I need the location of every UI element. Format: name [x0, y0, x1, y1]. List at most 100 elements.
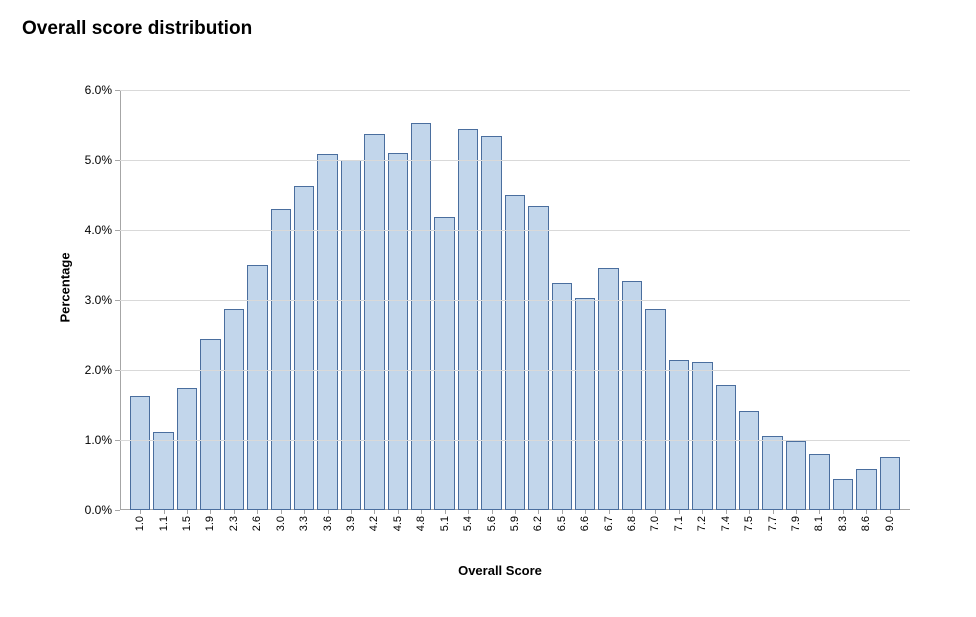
x-tick-cell: 9.0	[880, 514, 900, 558]
x-axis-label: Overall Score	[60, 563, 940, 578]
x-tick-cell: 7.2	[692, 514, 712, 558]
x-tick-cell: 1.1	[153, 514, 173, 558]
bar	[692, 362, 712, 510]
bar	[434, 217, 454, 510]
x-tick-cell: 6.7	[598, 514, 618, 558]
bar	[341, 160, 361, 510]
x-tick-cell: 6.8	[622, 514, 642, 558]
x-tick-cell: 1.5	[177, 514, 197, 558]
bar	[598, 268, 618, 510]
x-tick	[866, 510, 867, 514]
x-tick	[374, 510, 375, 514]
x-labels-container: 1.01.11.51.92.32.63.03.33.63.94.24.54.85…	[130, 514, 900, 558]
x-tick-cell: 4.8	[411, 514, 431, 558]
x-tick	[398, 510, 399, 514]
plot-area: 0.0%1.0%2.0%3.0%4.0%5.0%6.0%	[120, 90, 910, 510]
y-tick	[115, 370, 120, 371]
x-tick-label: 5.1	[439, 516, 451, 531]
x-tick-label: 7.9	[790, 516, 802, 531]
bar	[505, 195, 525, 510]
x-tick	[679, 510, 680, 514]
x-tick-label: 8.1	[813, 516, 825, 531]
y-tick-label: 1.0%	[85, 433, 112, 447]
x-tick-label: 4.2	[368, 516, 380, 531]
grid-line	[120, 90, 910, 91]
x-tick-cell: 6.2	[528, 514, 548, 558]
bar	[271, 209, 291, 510]
x-tick-label: 4.8	[415, 516, 427, 531]
x-tick	[328, 510, 329, 514]
x-tick	[187, 510, 188, 514]
x-tick-label: 5.9	[509, 516, 521, 531]
x-tick-cell: 5.9	[505, 514, 525, 558]
bar	[669, 360, 689, 510]
x-tick	[515, 510, 516, 514]
x-tick	[140, 510, 141, 514]
x-tick	[655, 510, 656, 514]
x-tick-label: 6.6	[579, 516, 591, 531]
x-tick	[890, 510, 891, 514]
x-tick	[562, 510, 563, 514]
x-tick	[819, 510, 820, 514]
bar	[317, 154, 337, 510]
x-tick-label: 8.3	[837, 516, 849, 531]
x-tick-cell: 5.1	[434, 514, 454, 558]
chart-title: Overall score distribution	[22, 18, 252, 40]
x-tick	[702, 510, 703, 514]
x-tick-label: 8.6	[860, 516, 872, 531]
grid-line	[120, 300, 910, 301]
y-tick-label: 5.0%	[85, 153, 112, 167]
bar	[552, 283, 572, 510]
bar	[809, 454, 829, 510]
bar	[388, 153, 408, 510]
x-tick	[749, 510, 750, 514]
y-tick	[115, 510, 120, 511]
x-tick-label: 3.3	[298, 516, 310, 531]
x-tick-label: 3.9	[345, 516, 357, 531]
x-tick-cell: 7.1	[669, 514, 689, 558]
x-tick-label: 7.1	[673, 516, 685, 531]
y-tick	[115, 230, 120, 231]
x-tick-cell: 6.6	[575, 514, 595, 558]
bar	[856, 469, 876, 510]
x-tick	[843, 510, 844, 514]
x-tick-cell: 8.3	[833, 514, 853, 558]
x-tick	[351, 510, 352, 514]
x-tick-label: 5.6	[486, 516, 498, 531]
x-tick	[538, 510, 539, 514]
x-tick-cell: 3.6	[317, 514, 337, 558]
x-tick-cell: 1.0	[130, 514, 150, 558]
x-tick-label: 3.0	[275, 516, 287, 531]
bar	[200, 339, 220, 511]
bar	[177, 388, 197, 511]
x-tick	[421, 510, 422, 514]
x-tick-cell: 7.4	[716, 514, 736, 558]
x-tick-cell: 5.4	[458, 514, 478, 558]
x-tick-label: 2.6	[251, 516, 263, 531]
bar	[833, 479, 853, 511]
bar	[716, 385, 736, 510]
x-tick-cell: 6.5	[552, 514, 572, 558]
x-tick-label: 7.0	[649, 516, 661, 531]
x-tick	[234, 510, 235, 514]
x-tick-cell: 3.3	[294, 514, 314, 558]
chart-area: Percentage 0.0%1.0%2.0%3.0%4.0%5.0%6.0% …	[60, 90, 940, 590]
bar	[645, 309, 665, 510]
y-tick-label: 3.0%	[85, 293, 112, 307]
x-tick	[304, 510, 305, 514]
x-tick	[796, 510, 797, 514]
x-tick	[164, 510, 165, 514]
grid-line	[120, 230, 910, 231]
y-tick	[115, 90, 120, 91]
bar	[247, 265, 267, 510]
x-tick-cell: 7.7	[762, 514, 782, 558]
bar	[364, 134, 384, 510]
x-tick	[257, 510, 258, 514]
x-tick-label: 6.8	[626, 516, 638, 531]
grid-line	[120, 160, 910, 161]
y-tick	[115, 440, 120, 441]
x-tick-label: 1.5	[181, 516, 193, 531]
x-tick-label: 2.3	[228, 516, 240, 531]
x-tick-label: 6.7	[603, 516, 615, 531]
y-tick-label: 2.0%	[85, 363, 112, 377]
